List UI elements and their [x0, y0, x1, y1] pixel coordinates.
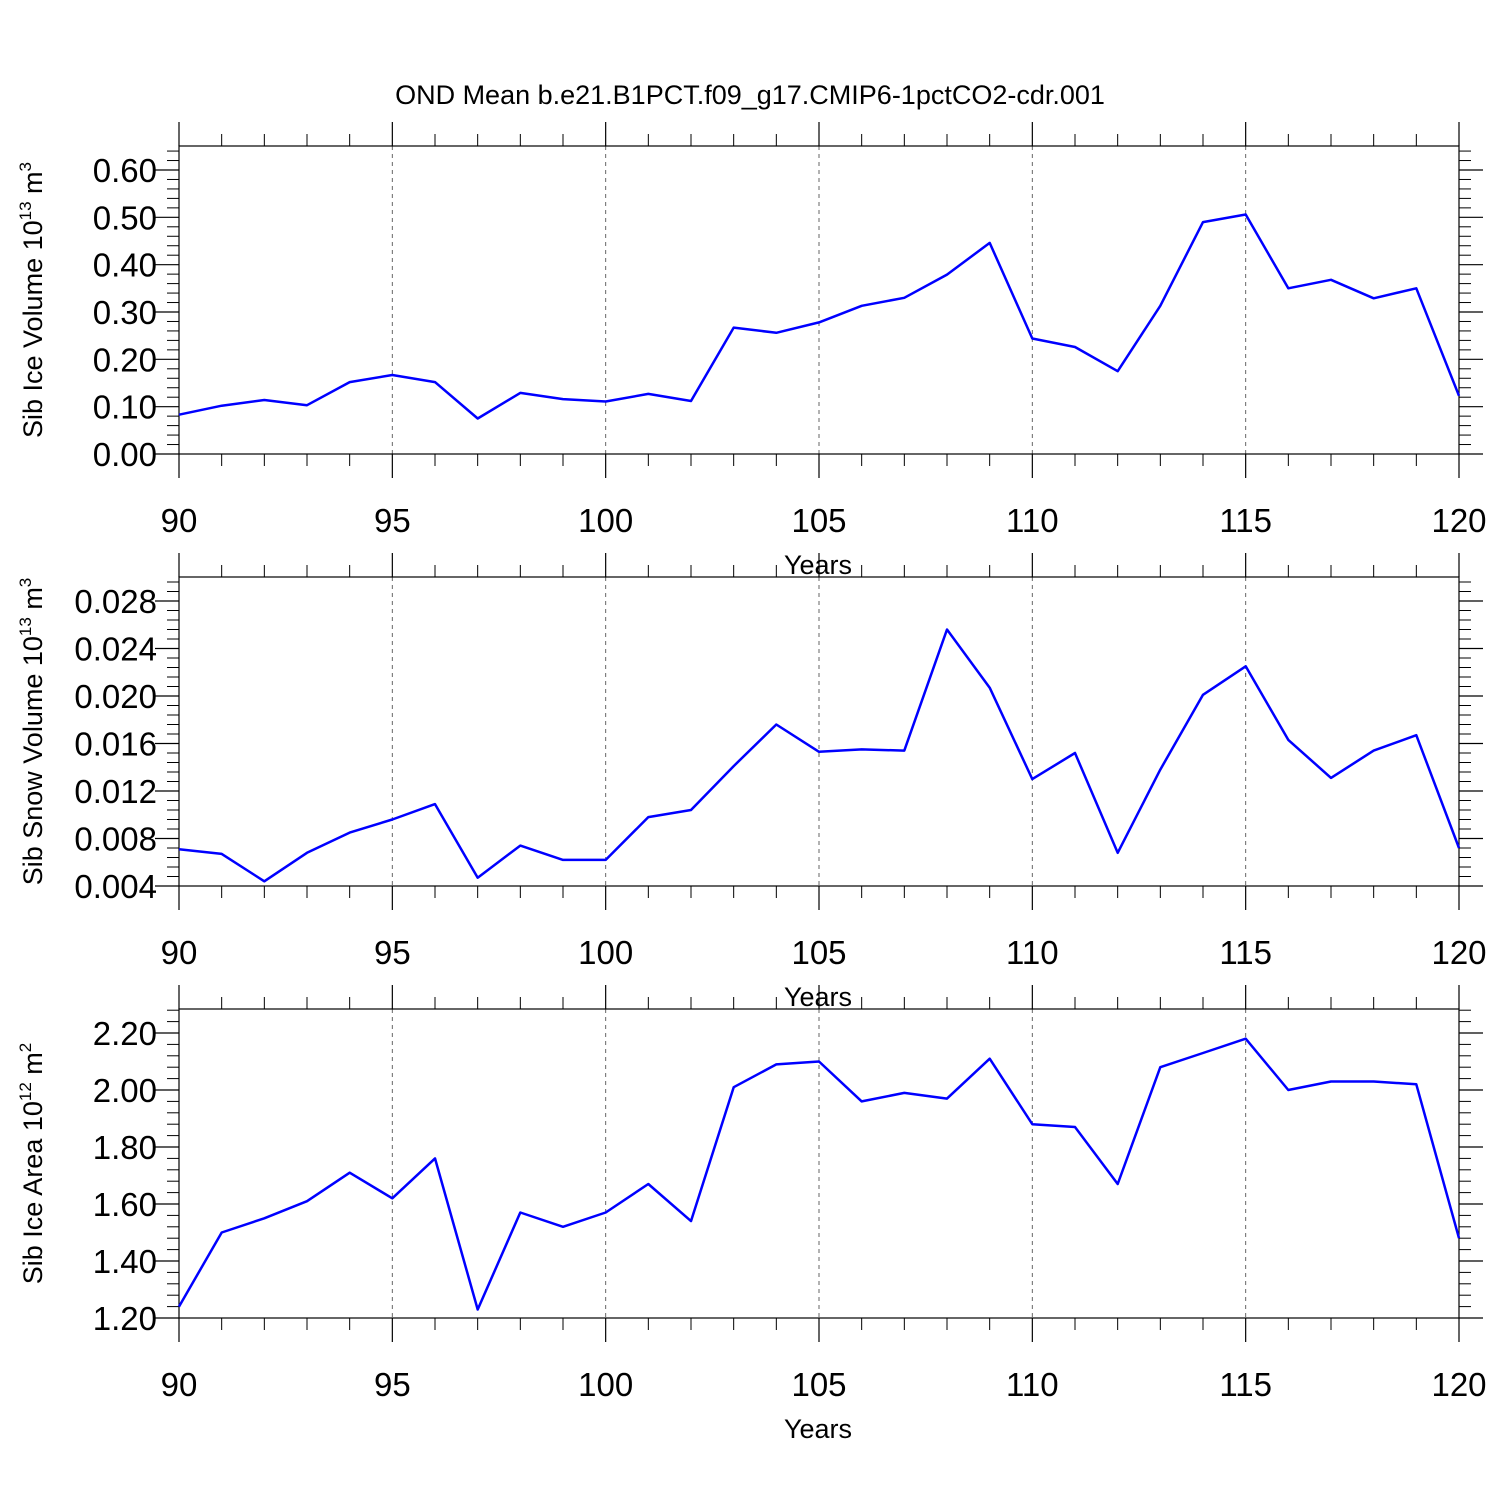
y-tick-label: 0.008: [74, 821, 157, 858]
x-tick-label: 110: [1006, 1366, 1059, 1403]
series-line: [178, 628, 1461, 883]
x-tick-label: 100: [578, 1366, 633, 1403]
series-line: [178, 213, 1461, 420]
y-tick-label: 0.30: [93, 294, 157, 331]
x-tick-label: 90: [161, 1366, 198, 1403]
x-tick-label: 95: [374, 502, 411, 539]
y-tick-label: 0.20: [93, 341, 157, 378]
series-line: [177, 1037, 1461, 1311]
y-tick-label: 1.60: [93, 1186, 157, 1223]
x-tick-label: 105: [791, 1366, 846, 1403]
chart-panel-3: 90 95 100 105 110 115 120 1.20 1.40 1.60 1.80 2.00 2…: [16, 985, 1487, 1444]
x-tick-label: 110: [1006, 934, 1059, 971]
x-axis-title: Years: [784, 1414, 852, 1444]
y-tick-label: 0.012: [74, 773, 157, 810]
y-tick-label: 0.020: [74, 678, 157, 715]
y-tick-label: 2.00: [93, 1072, 157, 1109]
x-tick-label: 115: [1219, 934, 1272, 971]
x-axis-title: Years: [784, 982, 852, 1012]
x-tick-label: 95: [374, 934, 411, 971]
x-axis-title: Years: [784, 550, 852, 580]
x-tick-label: 100: [578, 502, 633, 539]
y-tick-label: 2.20: [93, 1015, 157, 1052]
y-tick-label: 0.00: [93, 436, 157, 473]
y-tick-label: 1.20: [93, 1300, 157, 1337]
x-tick-label: 120: [1431, 502, 1486, 539]
x-tick-label: 95: [374, 1366, 411, 1403]
y-tick-label: 0.028: [74, 583, 157, 620]
y-tick-label: 0.40: [93, 247, 157, 284]
x-tick-label: 115: [1219, 502, 1272, 539]
chart-panel-2: 90 95 100 105 110 115 120 0.004 0.008 0.012 0.016 0…: [16, 553, 1487, 1012]
chart-panel-1: 90 95 100 105 110 115 120 0.00 0.10 0.20 0.30 0.40 0…: [16, 122, 1487, 580]
x-tick-label: 110: [1006, 502, 1059, 539]
y-tick-label: 0.60: [93, 152, 157, 189]
y-tick-label: 1.40: [93, 1243, 157, 1280]
y-axis-title: Sib Snow Volume 1013 m3: [16, 578, 48, 886]
y-tick-label: 0.024: [74, 631, 157, 668]
y-tick-label: 1.80: [93, 1129, 157, 1166]
y-tick-label: 0.016: [74, 726, 157, 763]
x-tick-label: 120: [1431, 1366, 1486, 1403]
x-tick-label: 105: [791, 934, 846, 971]
y-tick-label: 0.004: [74, 868, 157, 905]
x-tick-label: 115: [1219, 1366, 1272, 1403]
x-tick-label: 100: [578, 934, 633, 971]
y-tick-label: 0.50: [93, 199, 157, 236]
y-axis-title: Sib Ice Area 1012 m2: [16, 1043, 48, 1285]
chart-title: OND Mean b.e21.B1PCT.f09_g17.CMIP6-1pctC…: [395, 80, 1105, 110]
x-tick-label: 105: [791, 502, 846, 539]
y-tick-label: 0.10: [93, 389, 157, 426]
x-tick-label: 90: [161, 934, 198, 971]
y-axis-title: Sib Ice Volume 1013 m3: [16, 162, 48, 438]
x-tick-label: 120: [1431, 934, 1486, 971]
x-tick-label: 90: [161, 502, 198, 539]
